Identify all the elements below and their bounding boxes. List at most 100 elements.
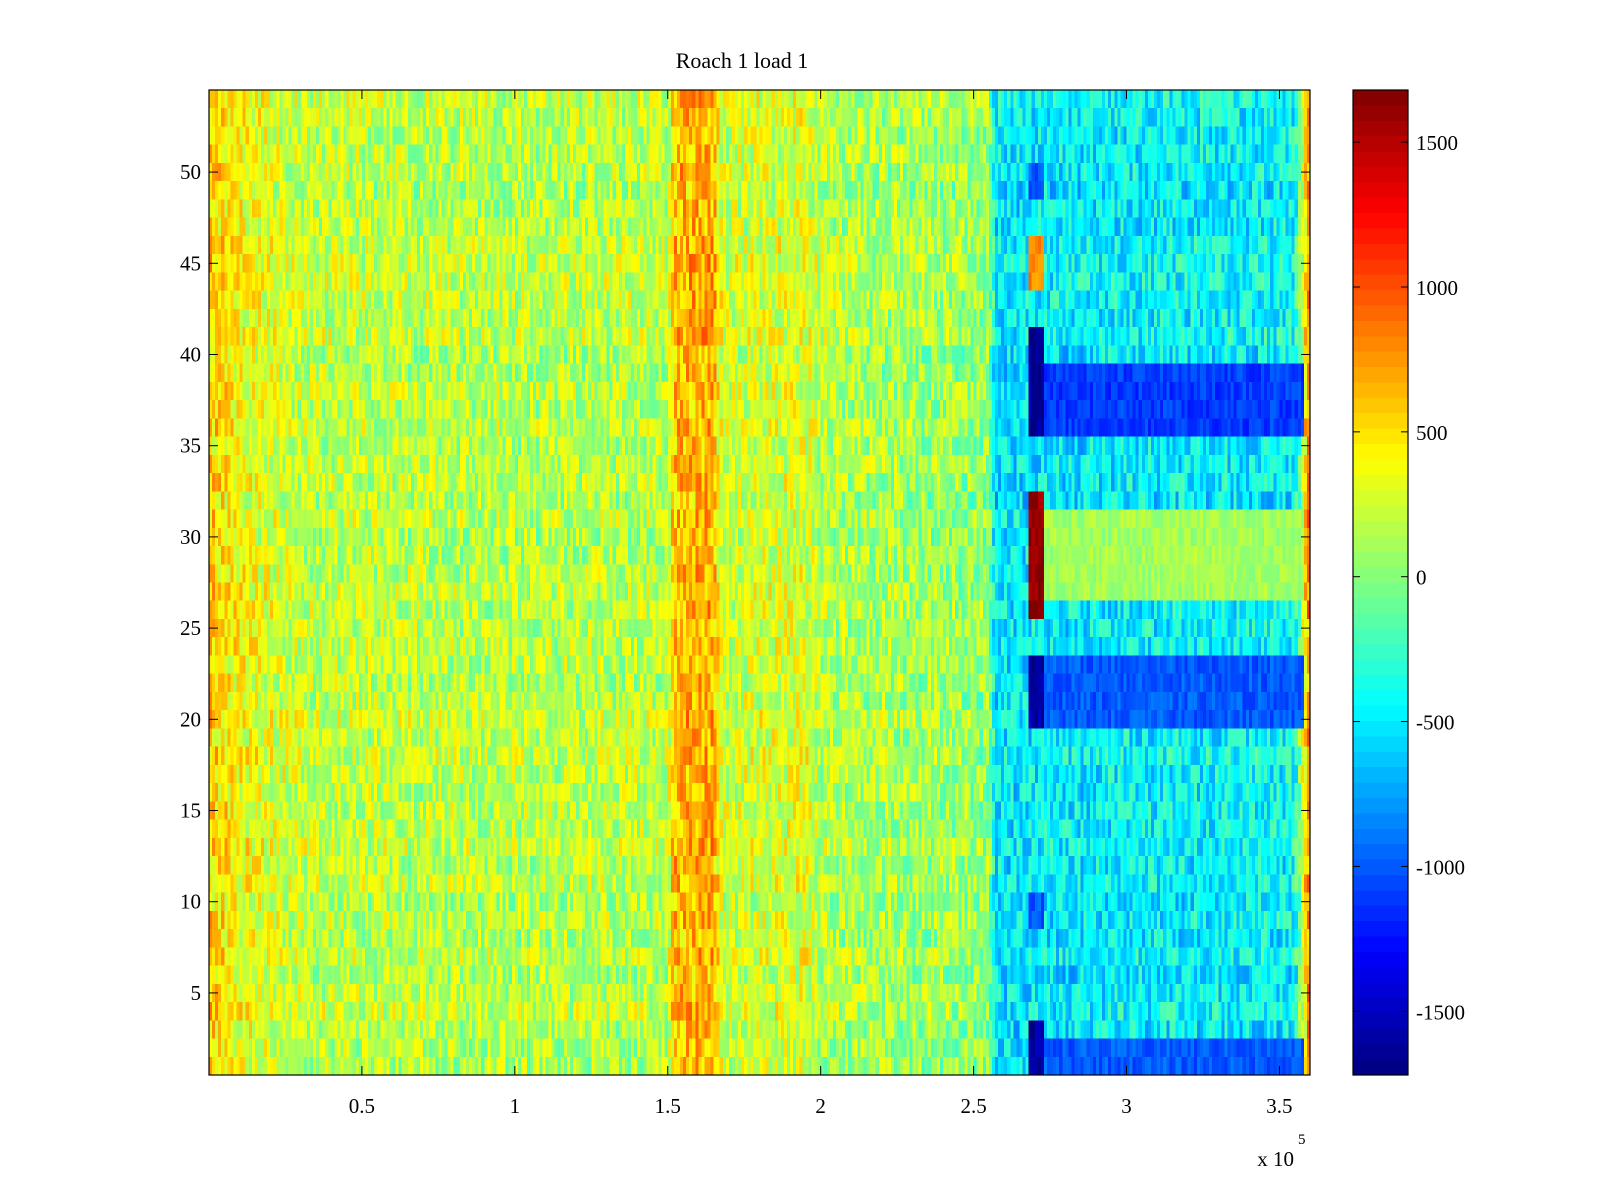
heatmap-cell (936, 272, 941, 292)
heatmap-cell (756, 181, 761, 201)
heatmap-cell (695, 308, 699, 328)
heatmap-cell (817, 144, 822, 164)
heatmap-cell (1270, 126, 1274, 146)
heatmap-cell (456, 254, 461, 274)
heatmap-cell (1160, 217, 1164, 237)
heatmap-cell (1294, 108, 1299, 128)
heatmap-cell (536, 254, 540, 274)
heatmap-cell (710, 290, 715, 310)
heatmap-cell (306, 126, 311, 146)
heatmap-cell (242, 181, 247, 201)
heatmap-cell (1086, 217, 1091, 237)
heatmap-cell (343, 126, 348, 146)
heatmap-cell (1028, 181, 1033, 201)
heatmap-cell (777, 126, 782, 146)
heatmap-cell (1117, 144, 1121, 164)
heatmap-cell (438, 162, 443, 182)
heatmap-cell (606, 144, 611, 164)
heatmap-cell (1160, 162, 1164, 182)
heatmap-cell (1077, 272, 1082, 292)
heatmap-cell (994, 90, 999, 109)
heatmap-cell (1285, 235, 1290, 255)
heatmap-cell (1120, 108, 1125, 128)
heatmap-cell (637, 181, 641, 201)
heatmap-cell (462, 327, 467, 346)
heatmap-cell (1013, 144, 1017, 164)
heatmap-cell (909, 126, 914, 146)
heatmap-cell (1236, 235, 1241, 255)
heatmap-cell (331, 308, 335, 328)
heatmap-cell (1065, 144, 1069, 164)
heatmap-cell (1233, 126, 1238, 146)
heatmap-cell (991, 162, 996, 182)
heatmap-cell (894, 181, 898, 201)
heatmap-cell (319, 254, 323, 274)
heatmap-cell (728, 126, 733, 146)
heatmap-cell (936, 144, 941, 164)
heatmap-cell (655, 235, 660, 255)
heatmap-cell (319, 181, 323, 201)
heatmap-cell (1254, 235, 1259, 255)
heatmap-cell (985, 162, 990, 182)
heatmap-cell (444, 90, 449, 109)
heatmap-cell (679, 235, 684, 255)
heatmap-cell (1150, 290, 1155, 310)
heatmap-cell (875, 181, 880, 201)
heatmap-cell (279, 199, 283, 219)
heatmap-cell (1285, 254, 1290, 274)
heatmap-cell (988, 272, 993, 292)
heatmap-cell (744, 126, 748, 146)
heatmap-cell (1215, 290, 1219, 310)
heatmap-cell (1077, 90, 1082, 109)
heatmap-cell (857, 199, 862, 219)
heatmap-cell (331, 217, 335, 237)
heatmap-cell (1105, 217, 1109, 237)
heatmap-cell (441, 308, 446, 328)
heatmap-cell (1303, 290, 1308, 310)
heatmap-cell (380, 254, 384, 274)
heatmap-cell (612, 162, 617, 182)
heatmap-cell (1111, 108, 1115, 128)
heatmap-cell (1046, 90, 1051, 109)
heatmap-cell (1254, 90, 1259, 109)
heatmap-cell (676, 272, 681, 292)
heatmap-cell (670, 90, 675, 109)
heatmap-cell (218, 272, 222, 292)
heatmap-cell (1202, 254, 1207, 274)
heatmap-cell (233, 144, 238, 164)
heatmap-cell (520, 162, 525, 182)
heatmap-cell (358, 90, 363, 109)
heatmap-cell (909, 199, 914, 219)
heatmap-cell (936, 162, 941, 182)
heatmap-cell (524, 290, 528, 310)
heatmap-cell (517, 108, 522, 128)
heatmap-cell (481, 144, 485, 164)
heatmap-cell (407, 327, 412, 346)
heatmap-cell (465, 308, 470, 328)
heatmap-cell (484, 272, 488, 292)
heatmap-cell (383, 327, 387, 346)
heatmap-cell (493, 144, 498, 164)
heatmap-cell (1236, 254, 1241, 274)
heatmap-cell (1212, 108, 1216, 128)
heatmap-cell (410, 308, 415, 328)
heatmap-cell (1126, 217, 1131, 237)
heatmap-cell (1206, 144, 1210, 164)
heatmap-cell (496, 308, 501, 328)
heatmap-cell (1046, 217, 1051, 237)
heatmap-cell (551, 108, 556, 128)
heatmap-cell (765, 290, 770, 310)
heatmap-cell (438, 181, 443, 201)
heatmap-cell (1062, 162, 1066, 182)
heatmap-cell (676, 108, 681, 128)
heatmap-cell (328, 108, 332, 128)
heatmap-cell (499, 90, 504, 109)
heatmap-cell (1215, 108, 1219, 128)
heatmap-cell (1163, 181, 1167, 201)
heatmap-cell (924, 108, 929, 128)
heatmap-cell (355, 217, 360, 237)
heatmap-cell (1178, 254, 1183, 274)
heatmap-cell (967, 217, 972, 237)
heatmap-cell (236, 108, 241, 128)
heatmap-cell (444, 126, 449, 146)
